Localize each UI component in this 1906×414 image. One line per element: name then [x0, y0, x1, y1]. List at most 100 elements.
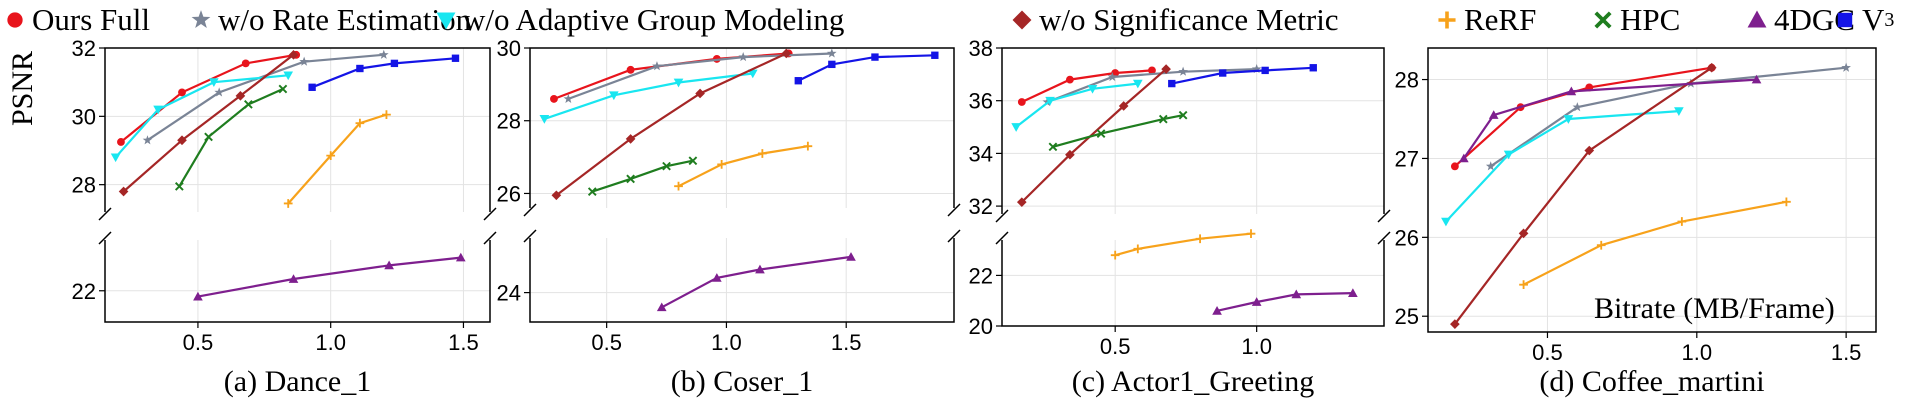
y-tick-label: 26	[497, 181, 521, 206]
axis-break-mark	[1377, 209, 1391, 223]
data-point	[717, 159, 727, 169]
legend-item-w-o-adaptive-group-modeling: w/o Adaptive Group Modeling	[433, 2, 844, 38]
data-point	[674, 181, 683, 191]
data-point	[382, 110, 391, 119]
series-rerf	[1519, 197, 1791, 290]
data-point	[1459, 153, 1469, 163]
lower-axes-frame	[529, 238, 955, 323]
upper-axes-frame	[1001, 47, 1385, 214]
data-point	[712, 273, 722, 282]
y-tick-label: 30	[72, 104, 96, 129]
panel-caption: (c) Actor1_Greeting	[1071, 365, 1315, 398]
plus-marker-icon	[1438, 11, 1456, 29]
series-v3	[1168, 64, 1317, 88]
diamond-marker-icon	[1012, 10, 1032, 30]
axis-break-mark	[947, 229, 961, 243]
series-line-hpc	[178, 87, 284, 187]
x-tick-label: 0.5	[1532, 340, 1563, 365]
series-line-w-o-adaptive-group-modeling	[114, 74, 289, 159]
axis-break-mark	[995, 209, 1009, 223]
data-point	[308, 83, 316, 91]
data-point	[1016, 197, 1027, 207]
data-point	[1596, 240, 1606, 250]
legend-item-w-o-rate-estimation: w/o Rate Estimation	[188, 2, 471, 38]
x-tick-label: 1.5	[448, 330, 479, 355]
series-line-4dgc	[197, 256, 461, 298]
axes-frame	[1427, 47, 1877, 333]
y-tick-label: 34	[969, 141, 993, 166]
data-point	[846, 252, 856, 261]
data-point	[278, 84, 288, 94]
data-point	[451, 54, 460, 62]
y-tick-label: 27	[1395, 146, 1419, 171]
data-point	[1291, 289, 1302, 299]
data-point	[827, 48, 837, 58]
y-tick-label: 22	[72, 279, 96, 304]
data-point	[1677, 217, 1687, 226]
series-4dgc	[193, 252, 466, 301]
y-tick-label: 24	[497, 281, 521, 306]
series-line-4dgc	[1216, 292, 1353, 312]
y-tick-label: 28	[1395, 68, 1419, 93]
data-point	[288, 50, 299, 60]
legend-item-ours-full: Ours Full	[2, 2, 150, 38]
data-point	[241, 59, 250, 68]
series-line-4dgc	[661, 255, 852, 309]
legend-label: V	[1862, 2, 1885, 37]
data-point	[153, 105, 163, 115]
data-point	[1178, 110, 1188, 120]
data-point	[117, 138, 125, 146]
data-point	[177, 135, 187, 146]
legend-marker-4dgc	[1747, 10, 1767, 28]
data-point	[1096, 129, 1106, 138]
axis-break-mark	[483, 207, 497, 221]
series-line-rerf	[1523, 200, 1787, 286]
data-point	[1065, 149, 1075, 160]
lower-axes-frame	[104, 240, 491, 323]
series-w-o-significance-metric	[551, 48, 792, 201]
data-point	[1158, 114, 1168, 124]
data-point	[1450, 319, 1460, 329]
upper-axes-frame	[529, 47, 955, 208]
data-point	[1087, 84, 1098, 94]
data-point	[355, 118, 365, 128]
data-point	[931, 51, 939, 59]
data-point	[209, 78, 219, 87]
chart-4: 25 26 27 28 0.5 1.0 1.5	[1395, 47, 1877, 365]
series-w-o-significance-metric	[118, 50, 299, 197]
legend-item-hpc: HPC	[1590, 2, 1680, 38]
legend-label: HPC	[1620, 2, 1681, 37]
series-w-o-adaptive-group-modeling	[539, 69, 758, 124]
x-tick-label: 1.5	[1831, 340, 1862, 365]
data-point	[390, 59, 399, 68]
data-point	[178, 88, 186, 97]
data-point	[1110, 250, 1120, 260]
chart-2: 26 28 30 24 0.5 1.0 1.5	[497, 36, 961, 355]
chart-3: 32 34 36 38 20 22 0.5 1.0	[969, 36, 1391, 359]
series-hpc	[587, 156, 698, 196]
series-w-o-significance-metric	[1016, 64, 1171, 207]
series-line-v3	[311, 57, 456, 89]
data-point	[1195, 234, 1205, 244]
series-w-o-adaptive-group-modeling	[1011, 79, 1143, 132]
data-point	[193, 291, 203, 301]
x-tick-label: 1.0	[711, 330, 742, 355]
data-point	[283, 199, 293, 208]
series-line-w-o-significance-metric	[122, 53, 295, 193]
data-point	[1563, 115, 1574, 124]
data-point	[288, 274, 299, 283]
data-point	[1107, 71, 1118, 82]
data-point	[110, 153, 121, 163]
data-point	[550, 94, 558, 103]
data-point	[1178, 66, 1188, 76]
panel-caption: (b) Coser_1	[670, 365, 814, 398]
data-point	[1011, 123, 1021, 132]
triangle-down-marker-icon	[436, 12, 456, 30]
y-tick-label: 28	[497, 109, 521, 134]
data-point	[356, 64, 364, 73]
x-tick-label: 1.0	[1241, 334, 1272, 359]
series-v3	[794, 51, 939, 85]
data-point	[1348, 288, 1358, 297]
